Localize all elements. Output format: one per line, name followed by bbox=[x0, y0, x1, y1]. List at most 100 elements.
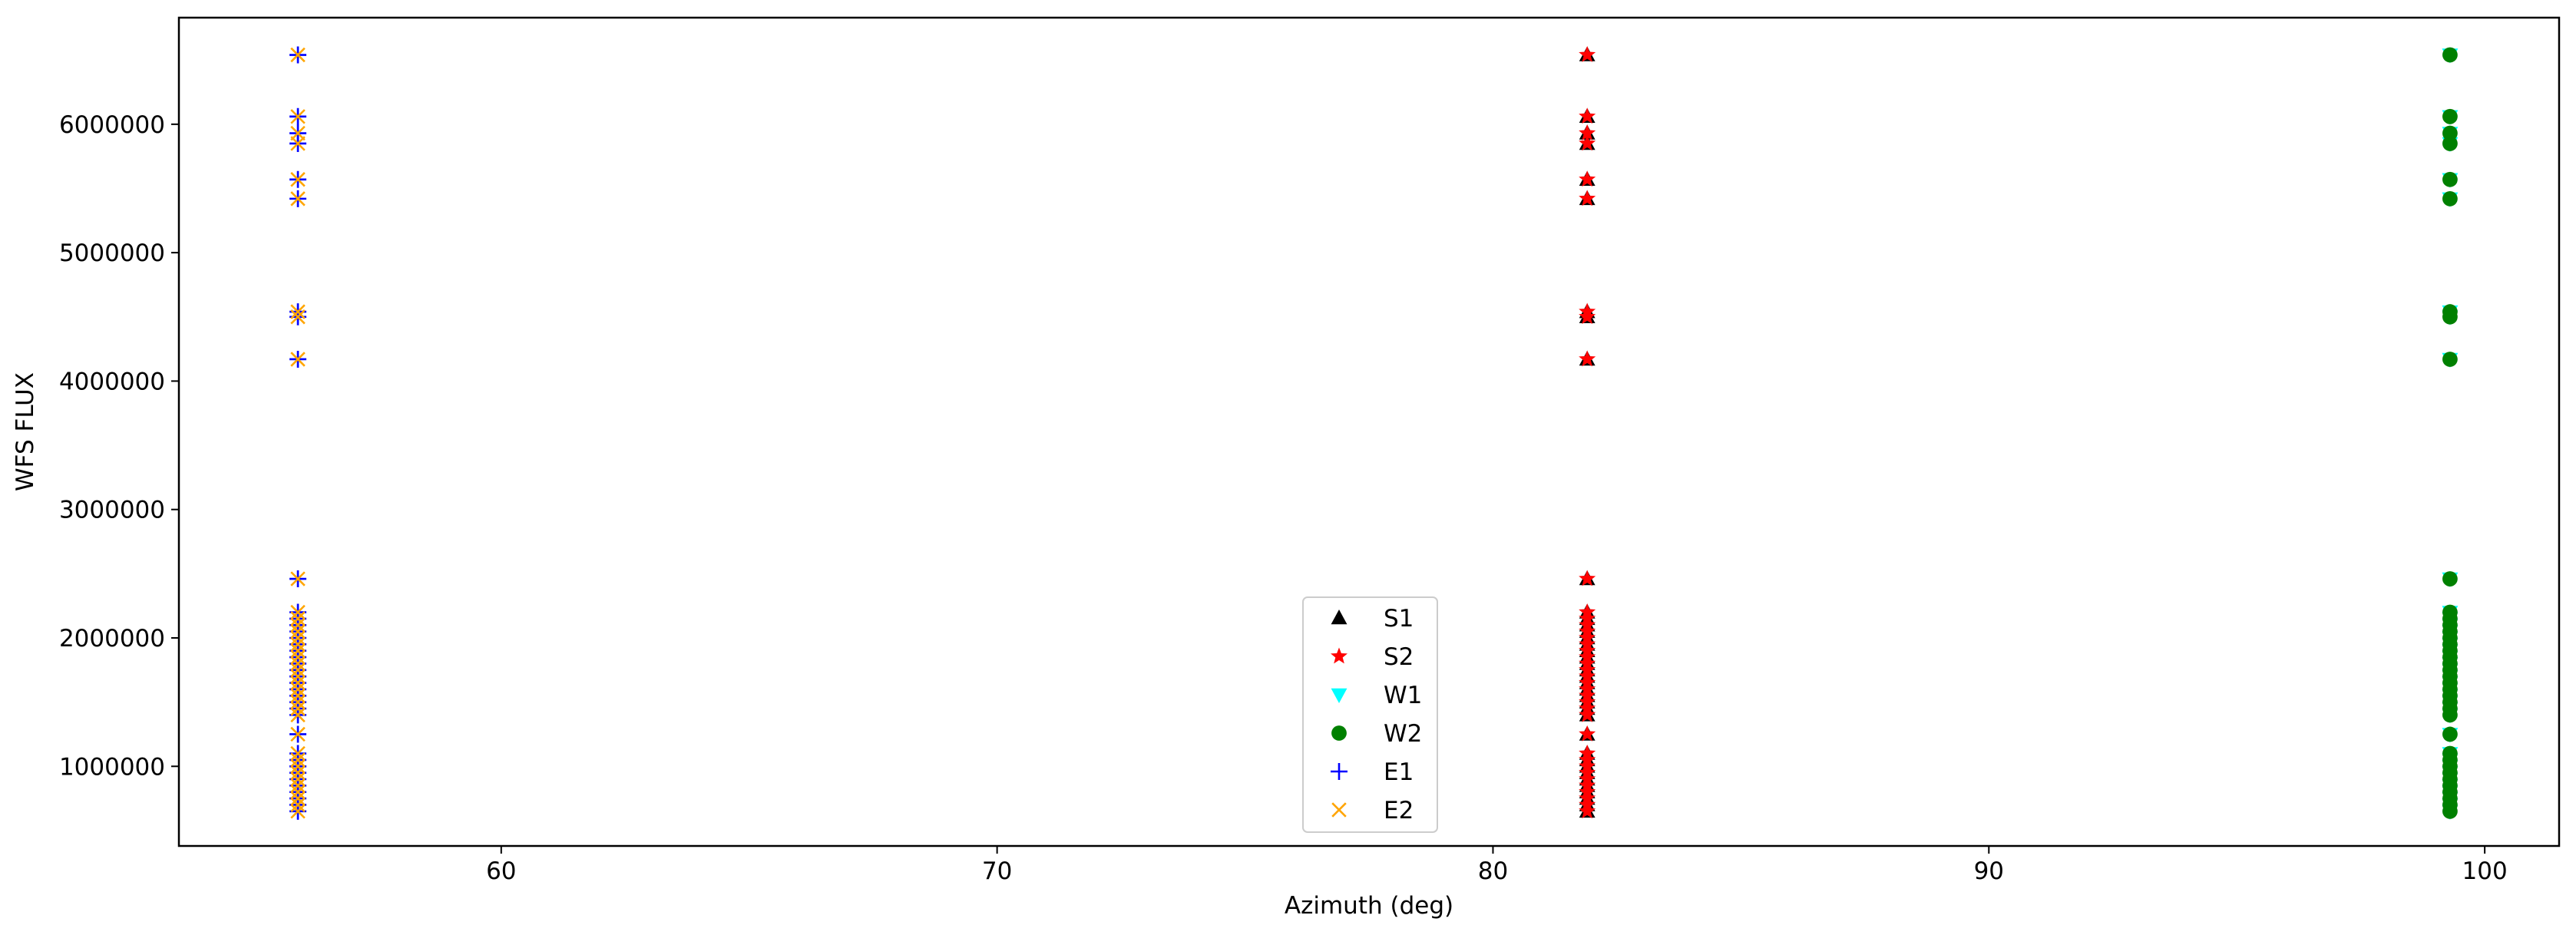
data-point bbox=[2442, 803, 2458, 819]
data-point bbox=[1579, 308, 1596, 325]
series-w2 bbox=[2442, 47, 2458, 819]
x-axis-label: Azimuth (deg) bbox=[1285, 892, 1453, 920]
data-point bbox=[290, 765, 306, 781]
data-point bbox=[290, 136, 306, 151]
x-tick-label: 100 bbox=[2462, 857, 2508, 885]
x-tick-label: 90 bbox=[1974, 857, 2004, 885]
data-point bbox=[2442, 707, 2458, 723]
legend-label: S1 bbox=[1384, 605, 1414, 633]
legend-box bbox=[1302, 596, 1438, 833]
data-point bbox=[1579, 705, 1596, 722]
legend-marker bbox=[1331, 688, 1348, 703]
data-point bbox=[290, 771, 306, 787]
data-point bbox=[290, 571, 306, 586]
data-point bbox=[1579, 725, 1596, 742]
data-marks bbox=[289, 45, 2459, 820]
data-point bbox=[1579, 570, 1596, 586]
legend-item-w2: W2 bbox=[1331, 720, 1422, 748]
data-point bbox=[2442, 47, 2458, 63]
data-point bbox=[290, 752, 306, 768]
data-point bbox=[290, 191, 306, 206]
data-point bbox=[2442, 136, 2458, 151]
data-point bbox=[290, 172, 306, 187]
data-point bbox=[2442, 309, 2458, 325]
data-point bbox=[290, 804, 306, 819]
y-tick-label: 2000000 bbox=[59, 625, 165, 653]
legend-item-s2: S2 bbox=[1331, 643, 1414, 671]
data-point bbox=[1579, 45, 1596, 62]
legend-item-w1: W1 bbox=[1331, 682, 1422, 709]
legend-label: E1 bbox=[1384, 758, 1414, 786]
data-point bbox=[290, 47, 306, 63]
legend-marker bbox=[1331, 763, 1348, 780]
x-tick-label: 70 bbox=[982, 857, 1012, 885]
data-point bbox=[2442, 171, 2458, 187]
data-point bbox=[290, 785, 306, 800]
legend-marker bbox=[1331, 610, 1348, 625]
data-point bbox=[290, 604, 306, 620]
data-point bbox=[290, 707, 306, 723]
data-point bbox=[2442, 190, 2458, 206]
data-point bbox=[290, 630, 306, 646]
data-point bbox=[290, 669, 306, 684]
data-point bbox=[290, 643, 306, 659]
data-point bbox=[1579, 107, 1596, 124]
x-axis-ticks: 60 70 80 90 100 bbox=[486, 846, 2508, 885]
data-point bbox=[2442, 726, 2458, 742]
series-e2 bbox=[290, 47, 306, 819]
data-point bbox=[2442, 571, 2458, 586]
data-point bbox=[1579, 190, 1596, 206]
data-point bbox=[1579, 802, 1596, 819]
legend-marker bbox=[1331, 647, 1348, 664]
data-point bbox=[2442, 108, 2458, 124]
legend-label: E2 bbox=[1384, 797, 1414, 824]
data-point bbox=[1579, 170, 1596, 187]
data-point bbox=[290, 304, 306, 319]
y-tick-label: 6000000 bbox=[59, 111, 165, 139]
data-point bbox=[290, 656, 306, 672]
legend-item-s1: S1 bbox=[1331, 605, 1414, 633]
legend-marker bbox=[1331, 725, 1347, 741]
data-point bbox=[290, 758, 306, 774]
data-point bbox=[290, 649, 306, 665]
y-axis-label: WFS FLUX bbox=[12, 372, 39, 491]
data-point bbox=[290, 778, 306, 794]
data-point bbox=[1579, 350, 1596, 367]
data-point bbox=[290, 636, 306, 653]
x-tick-label: 80 bbox=[1478, 857, 1508, 885]
x-tick-label: 60 bbox=[486, 857, 516, 885]
data-point bbox=[290, 675, 306, 691]
y-tick-label: 4000000 bbox=[59, 368, 165, 395]
data-point bbox=[290, 701, 306, 716]
data-point bbox=[1579, 134, 1596, 151]
legend-label: W2 bbox=[1384, 720, 1422, 748]
data-point bbox=[290, 623, 306, 639]
series-s2 bbox=[1579, 45, 1596, 819]
plot-frame bbox=[177, 16, 2561, 847]
legend-label: S2 bbox=[1384, 643, 1414, 671]
legend-item-e2: E2 bbox=[1331, 797, 1414, 824]
data-point bbox=[290, 797, 306, 813]
data-point bbox=[290, 682, 306, 697]
legend-marker bbox=[1331, 802, 1347, 818]
data-point bbox=[290, 688, 306, 703]
data-point bbox=[290, 662, 306, 678]
data-point bbox=[1579, 124, 1596, 140]
y-tick-label: 1000000 bbox=[59, 753, 165, 781]
y-tick-label: 3000000 bbox=[59, 497, 165, 524]
data-point bbox=[290, 352, 306, 367]
legend-label: W1 bbox=[1384, 682, 1422, 709]
data-point bbox=[290, 791, 306, 806]
data-point bbox=[290, 109, 306, 124]
legend: S1 S2 W1 W2 E1 E2 bbox=[1302, 596, 1438, 833]
data-point bbox=[290, 611, 306, 626]
data-point bbox=[290, 745, 306, 762]
data-point bbox=[290, 617, 306, 633]
data-point bbox=[290, 726, 306, 742]
legend-item-e1: E1 bbox=[1331, 758, 1414, 786]
data-point bbox=[290, 309, 306, 325]
data-point bbox=[290, 694, 306, 710]
data-point bbox=[2442, 352, 2458, 367]
